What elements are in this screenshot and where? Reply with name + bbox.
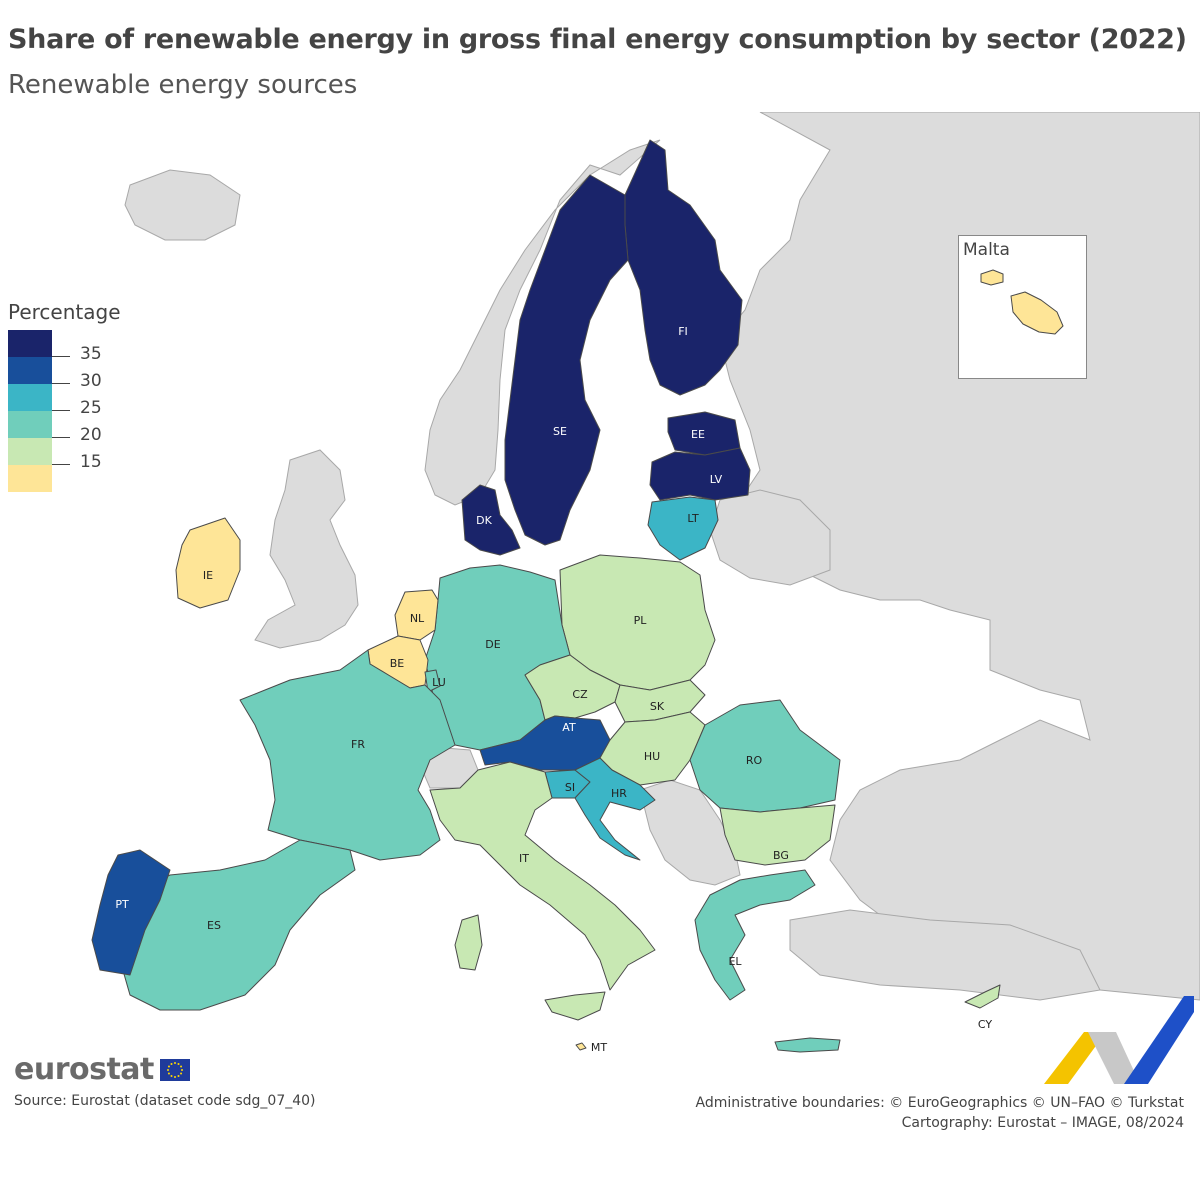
country-ES	[119, 839, 356, 1011]
country-IT-sicily	[544, 991, 606, 1021]
country-IE	[175, 517, 241, 609]
country-CY	[964, 984, 1001, 1009]
country-IT	[429, 761, 656, 991]
label-FI: FI	[678, 325, 688, 338]
country-RO	[689, 699, 841, 813]
malta-inset-title: Malta	[963, 240, 1010, 260]
malta-gozo-shape	[980, 269, 1004, 286]
country-FI	[624, 139, 743, 396]
country-PT	[91, 849, 171, 976]
eu-countries	[91, 139, 1001, 1053]
legend-tick-label: 15	[80, 452, 102, 472]
legend-swatch	[8, 330, 52, 357]
credit-boundaries: Administrative boundaries: © EuroGeograp…	[695, 1095, 1184, 1111]
legend-tick-label: 35	[80, 344, 102, 364]
country-DK	[461, 484, 521, 556]
country-labels: FI SE EE LV DK LT PL DE NL BE LU IE FR C…	[115, 325, 992, 1054]
balkans-nonmember	[639, 779, 741, 886]
label-EE: EE	[691, 428, 705, 441]
country-EL	[694, 869, 816, 1001]
legend-swatch	[8, 357, 52, 384]
label-RO: RO	[746, 754, 763, 767]
label-NL: NL	[410, 612, 425, 625]
legend-class-0: 35	[8, 330, 128, 364]
label-DE: DE	[485, 638, 500, 651]
country-SE	[504, 174, 629, 546]
malta-inset-map	[980, 269, 1064, 335]
belarus	[709, 489, 831, 586]
label-IT: IT	[519, 852, 529, 865]
label-SK: SK	[650, 700, 665, 713]
label-SI: SI	[565, 781, 575, 794]
label-FR: FR	[351, 738, 365, 751]
eu-flag-icon	[159, 1058, 190, 1081]
eurostat-logo: eurostat	[14, 1052, 190, 1087]
label-CY: CY	[978, 1018, 992, 1031]
legend-class-3: 20	[8, 411, 128, 445]
label-LT: LT	[687, 512, 699, 525]
legend-swatch	[8, 465, 52, 492]
source-note: Source: Eurostat (dataset code sdg_07_40…	[14, 1093, 316, 1109]
legend-swatch	[8, 438, 52, 465]
label-PL: PL	[634, 614, 648, 627]
legend-class-4: 15	[8, 438, 128, 472]
credit-cartography: Cartography: Eurostat – IMAGE, 08/2024	[901, 1115, 1184, 1131]
country-LT	[647, 496, 719, 561]
label-IE: IE	[203, 569, 213, 582]
legend-swatch	[8, 411, 52, 438]
legend: Percentage 35 30 25 20 15	[8, 300, 128, 492]
country-EL-crete	[774, 1037, 841, 1053]
country-MT	[575, 1042, 587, 1051]
label-EL: EL	[728, 955, 742, 968]
malta-main-shape	[1010, 291, 1064, 335]
label-AT: AT	[562, 721, 576, 734]
legend-title: Percentage	[8, 300, 121, 324]
great-britain	[254, 449, 359, 649]
iceland	[124, 169, 241, 241]
label-HR: HR	[611, 787, 627, 800]
country-LV	[649, 447, 751, 501]
label-LU: LU	[432, 676, 446, 689]
legend-class-2: 25	[8, 384, 128, 418]
map-subtitle: Renewable energy sources	[8, 70, 358, 100]
legend-tick-label: 20	[80, 425, 102, 445]
country-NL	[394, 589, 439, 641]
country-HR	[574, 757, 656, 861]
label-LV: LV	[710, 473, 723, 486]
norway-landmass	[424, 139, 661, 506]
country-LU	[424, 669, 441, 693]
country-IT-sardinia	[454, 914, 483, 971]
turkey-landmass	[789, 909, 1101, 1001]
label-HU: HU	[644, 750, 660, 763]
eurostat-wordmark: eurostat	[14, 1052, 154, 1087]
label-ES: ES	[207, 919, 221, 932]
credits: Administrative boundaries: © EuroGeograp…	[696, 1093, 1184, 1133]
label-SE: SE	[553, 425, 567, 438]
legend-class-5	[8, 465, 128, 492]
label-PT: PT	[115, 898, 129, 911]
legend-tick-label: 30	[80, 371, 102, 391]
brand-stripes-icon	[1044, 996, 1194, 1084]
label-DK: DK	[476, 514, 492, 527]
label-BE: BE	[390, 657, 405, 670]
label-MT: MT	[591, 1041, 607, 1054]
map-title: Share of renewable energy in gross final…	[8, 24, 1187, 55]
label-BG: BG	[773, 849, 789, 862]
legend-class-1: 30	[8, 357, 128, 391]
legend-swatch	[8, 384, 52, 411]
legend-tick-label: 25	[80, 398, 102, 418]
country-CZ	[524, 654, 621, 721]
country-FR	[239, 649, 456, 861]
country-BG	[719, 804, 836, 866]
malta-inset: Malta	[958, 235, 1087, 379]
label-CZ: CZ	[572, 688, 588, 701]
